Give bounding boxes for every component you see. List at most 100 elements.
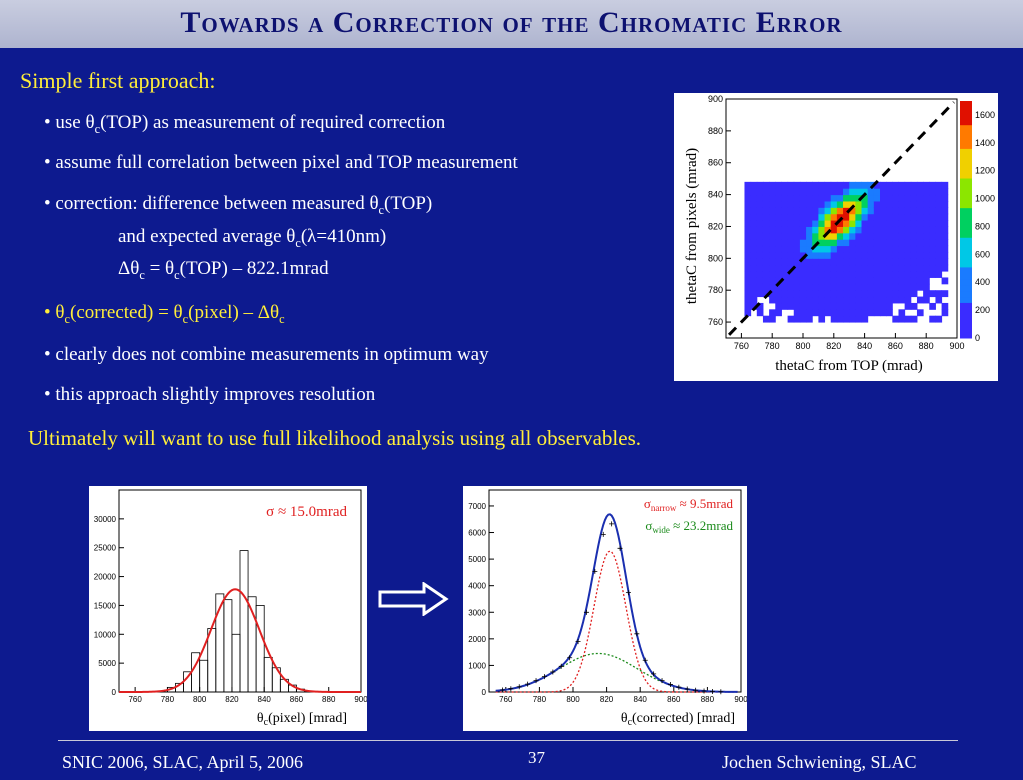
heatmap-cell — [935, 271, 943, 278]
pixel-histogram-plot: 760 780 800 820 840 860 880 900 0 5000 10000 15000 2… — [89, 486, 368, 731]
x-tick-label: 900 — [734, 695, 747, 704]
heatmap-cell — [775, 232, 782, 240]
heatmap-cell — [867, 200, 875, 208]
legend-value: ≈ 23.2mrad — [670, 518, 734, 533]
heatmap-cell — [873, 302, 881, 310]
heatmap-cell — [762, 251, 770, 259]
heatmap-chart: 760 780 800 820 840 860 880 900 760 780 800 820 840 8… — [684, 94, 995, 374]
heatmap-cell — [843, 239, 850, 247]
heatmap-cell — [830, 251, 838, 259]
heatmap-cell — [793, 271, 801, 278]
heatmap-cell — [910, 245, 918, 253]
heatmap-cell — [910, 220, 918, 227]
heatmap-cell — [867, 264, 875, 272]
heatmap-cell — [812, 258, 819, 266]
x-tick-label: 800 — [193, 695, 207, 704]
heatmap-cell — [799, 200, 807, 208]
heatmap-cell — [941, 207, 949, 215]
heatmap-cell — [824, 283, 832, 291]
heatmap-cell — [923, 226, 930, 234]
heatmap-cell — [799, 302, 807, 310]
heatmap-cell — [861, 302, 869, 310]
heatmap-cell — [849, 245, 856, 253]
heatmap-cell — [923, 181, 930, 189]
x-axis-label: θc(pixel) [mrad] — [257, 711, 347, 728]
heatmap-cell — [769, 283, 776, 291]
heatmap-cell — [861, 213, 869, 221]
heatmap-cell — [880, 220, 887, 227]
data-point — [709, 688, 715, 694]
heatmap-cell — [855, 232, 863, 240]
heatmap-cell — [769, 277, 776, 285]
x-axis-label-theta: θ — [257, 711, 264, 726]
heatmap-cell — [762, 283, 770, 291]
colorbar-segment — [960, 207, 972, 215]
heatmap-cell — [904, 283, 912, 291]
heatmap-cell — [855, 207, 863, 215]
heatmap-cell — [941, 181, 949, 189]
heatmap-cell — [793, 226, 801, 234]
heatmap-cell — [787, 264, 795, 272]
heatmap-cell — [750, 207, 758, 215]
heatmap-cell — [775, 277, 782, 285]
heatmap-cell — [818, 194, 826, 202]
heatmap-cell — [910, 251, 918, 259]
x-tick-label: 780 — [161, 695, 175, 704]
heatmap-cell — [886, 213, 893, 221]
data-point — [583, 609, 589, 615]
heatmap-cell — [886, 271, 893, 278]
x-axis-label-rest: (corrected) [mrad] — [632, 711, 735, 726]
heatmap-cell — [744, 220, 752, 227]
heatmap-cell — [916, 309, 924, 317]
y-tick-label: 0 — [482, 688, 487, 697]
heatmap-cell — [855, 290, 863, 298]
heatmap-cell — [830, 188, 838, 196]
heatmap-cell — [916, 251, 924, 259]
heatmap-cell — [929, 290, 936, 298]
heatmap-cell — [935, 200, 943, 208]
heatmap-cell — [756, 245, 764, 253]
heatmap-cell — [787, 226, 795, 234]
x-tick-label: 860 — [888, 341, 903, 351]
heatmap-cell — [861, 200, 869, 208]
y-tick-label: 1000 — [468, 661, 486, 670]
heatmap-cell — [843, 302, 850, 310]
heatmap-cell — [929, 302, 936, 310]
heatmap-cell — [873, 181, 881, 189]
heatmap-cell — [904, 271, 912, 278]
heatmap-cell — [750, 302, 758, 310]
colorbar-segment — [960, 249, 972, 256]
heatmap-cell — [750, 232, 758, 240]
heatmap-cell — [799, 226, 807, 234]
heatmap-cell — [818, 239, 826, 247]
heatmap-cell — [843, 220, 850, 227]
heatmap-cell — [941, 277, 949, 285]
diagonal-line — [728, 101, 955, 336]
data-point — [642, 657, 648, 663]
heatmap-cell — [849, 315, 856, 323]
heatmap-cell — [799, 258, 807, 266]
heatmap-cell — [923, 188, 930, 196]
heatmap-cell — [830, 226, 838, 234]
heatmap-cell — [886, 232, 893, 240]
bullet-6: • this approach slightly improves resolu… — [44, 384, 376, 405]
y-tick-label: 30000 — [94, 515, 117, 524]
heatmap-cell — [799, 245, 807, 253]
colorbar-segment — [960, 195, 972, 203]
heatmap-cell — [793, 245, 801, 253]
heatmap-cell — [806, 245, 813, 253]
heatmap-cell — [824, 271, 832, 278]
heatmap-cell — [756, 220, 764, 227]
histogram-bar — [231, 633, 241, 693]
heatmap-cell — [892, 264, 899, 272]
heatmap-cell — [855, 283, 863, 291]
heatmap-cell — [929, 232, 936, 240]
heatmap-cell — [781, 207, 789, 215]
heatmap-cell — [756, 213, 764, 221]
heatmap-cell — [923, 213, 930, 221]
heatmap-cell — [818, 277, 826, 285]
heatmap-cell — [806, 207, 813, 215]
heatmap-cell — [898, 200, 906, 208]
gaussian-fit-line — [119, 588, 361, 693]
data-point — [575, 639, 581, 645]
